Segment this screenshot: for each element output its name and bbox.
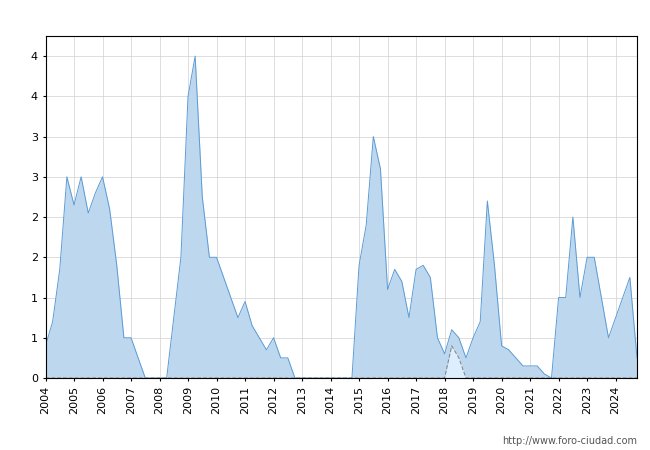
Text: http://www.foro-ciudad.com: http://www.foro-ciudad.com: [502, 436, 637, 446]
Text: San Justo - Evolucion del Nº de Transacciones Inmobiliarias: San Justo - Evolucion del Nº de Transacc…: [109, 12, 541, 27]
